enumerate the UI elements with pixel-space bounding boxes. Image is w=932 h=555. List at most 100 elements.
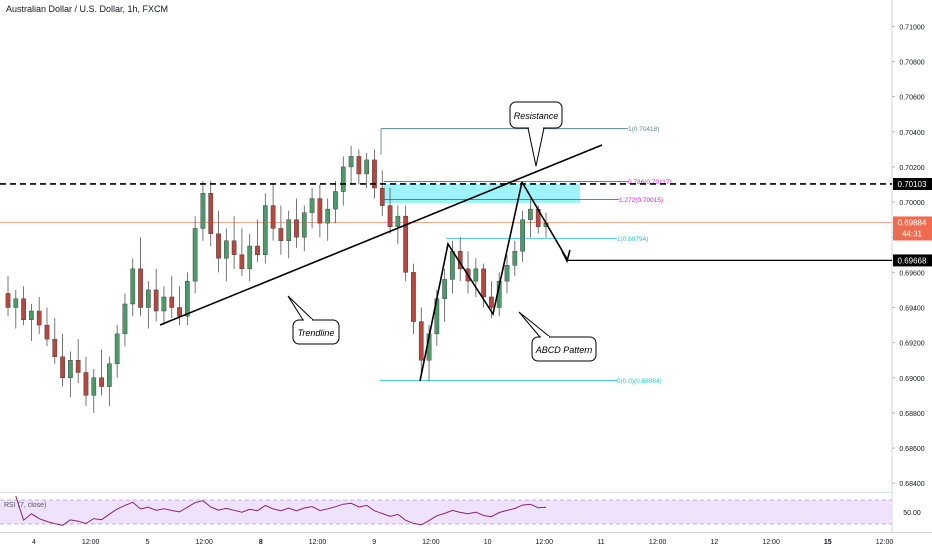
trendline-callout-box [292,319,340,345]
rsi-pane[interactable]: RSI (7, close) 50.00 [0,495,921,526]
candle-down [36,310,42,326]
fib-level-0-label: 0(0.0)(0.68984) [617,378,662,385]
price-badges: 0.70103 0.69884 44:31 0.69668 [893,177,932,267]
candle-down [356,156,362,175]
target-price-badge [893,254,932,267]
candle-up [223,240,229,259]
price-tick-label: 0.69000 [899,376,924,383]
price-tick-label: 0.70800 [899,60,924,67]
candle-down [278,228,284,241]
time-tick-label: 12 [711,539,719,546]
candle-up [473,268,479,282]
candle-down [411,272,416,322]
candle-down [52,338,58,357]
candle-up [364,159,370,175]
candle-up [348,156,354,168]
candle-down [372,159,377,189]
abcd-callout-pointer [518,311,551,338]
candle-down [138,268,143,308]
trendline-callout[interactable]: Trendline [287,295,340,345]
target-price-label: 0.69668 [898,256,927,265]
current-price-badge [893,216,932,241]
time-tick-label: 12:00 [649,539,667,546]
candle-up [309,198,315,213]
time-tick-label: 11 [597,539,604,546]
time-tick-label: 12:00 [309,539,327,546]
candle-down [270,205,276,229]
candle-down [216,233,221,259]
candle-up [333,191,338,210]
price-axis-pane[interactable] [892,0,932,550]
price-tick-label: 0.70400 [899,130,924,137]
candle-down [317,198,323,224]
abcd-callout[interactable]: ABCD Pattern [518,311,597,362]
bar-countdown-label: 44:31 [902,229,923,238]
candle-down [208,193,214,234]
candle-down [153,289,159,312]
projection-arrow-line[interactable] [521,181,568,260]
candle-up [29,310,34,320]
candle-up [528,208,533,220]
time-axis: 4 12:00 5 12:00 8 12:00 9 12:00 10 12:00 11 12:00 12… [32,539,893,546]
price-tick-label: 0.70000 [899,200,924,207]
current-price-label: 0.69884 [898,218,927,227]
resistance-price-badge [893,177,932,190]
candle-up [161,296,167,312]
candle-up [395,215,401,227]
candle-up [200,193,206,229]
candle-up [192,228,198,282]
candle-down [294,219,299,238]
price-tick-label: 0.70200 [899,165,924,172]
candle-up [520,219,525,252]
candle-down [44,324,50,340]
candle-up [340,166,346,192]
trendline[interactable] [159,144,603,326]
resistance-callout-text: Resistance [514,111,559,121]
fib-level-0786-label: 0.786(0.70117) [628,179,672,186]
candle-up [184,280,190,317]
trendline-callout-pointer [287,295,314,321]
candle-up [450,251,455,280]
candle-up [122,303,128,335]
rsi-band [0,500,892,524]
time-tick-label: 10 [484,539,492,546]
candle-up [13,298,19,308]
candle-up [512,251,518,266]
price-tick-label: 0.68800 [899,411,924,418]
fib-levels: 1(0.70418) 0.786(0.70117) 1.272(0.70015) 1(… [380,126,672,385]
candle-up [504,265,510,282]
projection-arrow-head [561,249,571,264]
price-tick-label: 0.68600 [899,446,924,453]
candle-down [83,372,89,396]
candle-up [107,363,112,387]
candle-up [130,268,136,305]
candle-up [442,279,447,299]
rsi-axis-value: 50.00 [903,510,921,517]
candle-up [325,208,331,224]
main-pane[interactable] [0,0,892,492]
time-tick-label: 8 [259,539,263,546]
abcd-pattern-lines[interactable] [419,181,523,382]
rsi-legend: RSI (7, close) [4,502,46,509]
candle-up [114,333,120,364]
price-tick-label: 0.69200 [899,341,924,348]
candle-down [99,377,104,387]
symbol-title: Australian Dollar / U.S. Dollar, 1h, FXC… [6,4,169,14]
price-tick-label: 0.70600 [899,95,924,102]
candle-down [255,245,260,255]
time-tick-label: 4 [32,539,36,546]
candle-up [301,212,307,238]
candle-up [286,219,292,241]
time-tick-label: 15 [824,539,832,546]
candle-down [379,187,385,206]
time-tick-label: 9 [372,539,376,546]
trendline-callout-text: Trendline [298,328,335,338]
resistance-callout[interactable]: Resistance [509,101,563,167]
time-tick-label: 12:00 [82,539,100,546]
candle-down [481,268,486,298]
candle-down [239,254,245,270]
resistance-price-label: 0.70103 [898,180,927,189]
fib-level-1-retrace-label: 1(0.69794) [617,236,648,243]
